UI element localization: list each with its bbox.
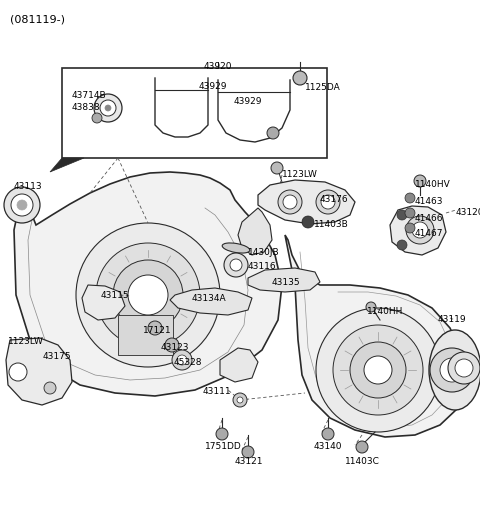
Circle shape [96, 243, 200, 347]
Circle shape [412, 222, 428, 238]
Text: 43929: 43929 [199, 82, 227, 91]
Text: 43115: 43115 [101, 291, 130, 300]
Circle shape [455, 359, 473, 377]
Circle shape [406, 216, 434, 244]
Circle shape [271, 162, 283, 174]
Text: 1140HV: 1140HV [415, 180, 451, 189]
Text: 1140HH: 1140HH [367, 307, 403, 316]
Circle shape [405, 193, 415, 203]
Circle shape [172, 350, 192, 370]
Circle shape [105, 105, 111, 111]
Circle shape [366, 302, 376, 312]
Text: 11403B: 11403B [314, 220, 349, 229]
Text: 11403C: 11403C [345, 457, 380, 466]
Circle shape [237, 397, 243, 403]
Circle shape [242, 446, 254, 458]
Circle shape [92, 113, 102, 123]
Text: 1430JB: 1430JB [248, 248, 280, 257]
Circle shape [148, 321, 162, 335]
Text: 43175: 43175 [43, 352, 72, 361]
Circle shape [9, 363, 27, 381]
Circle shape [350, 342, 406, 398]
Text: 41467: 41467 [415, 229, 444, 238]
Circle shape [364, 356, 392, 384]
Circle shape [100, 100, 116, 116]
Circle shape [17, 200, 27, 210]
Circle shape [128, 275, 168, 315]
Text: 1751DD: 1751DD [205, 442, 242, 451]
Text: 43119: 43119 [438, 315, 467, 324]
Circle shape [397, 240, 407, 250]
Text: (081119-): (081119-) [10, 14, 65, 24]
Circle shape [267, 127, 279, 139]
Circle shape [322, 428, 334, 440]
Circle shape [76, 223, 220, 367]
Circle shape [333, 325, 423, 415]
Text: 1123LW: 1123LW [282, 170, 318, 179]
Text: 43838: 43838 [72, 103, 101, 112]
Polygon shape [258, 180, 355, 224]
Text: 43123: 43123 [161, 343, 190, 352]
Text: 43121: 43121 [235, 457, 264, 466]
Circle shape [233, 393, 247, 407]
Polygon shape [238, 208, 272, 255]
Circle shape [230, 259, 242, 271]
Text: 43929: 43929 [234, 97, 262, 106]
Circle shape [397, 210, 407, 220]
Text: 43714B: 43714B [72, 91, 107, 100]
Circle shape [321, 195, 335, 209]
Text: 43140: 43140 [314, 442, 343, 451]
Circle shape [278, 190, 302, 214]
Circle shape [448, 352, 480, 384]
Bar [118, 315, 173, 355]
Text: 43116: 43116 [248, 262, 276, 271]
Polygon shape [14, 172, 282, 396]
Circle shape [113, 260, 183, 330]
Polygon shape [248, 268, 320, 292]
Circle shape [224, 253, 248, 277]
Circle shape [293, 71, 307, 85]
Polygon shape [285, 235, 465, 437]
Circle shape [302, 216, 314, 228]
Text: 41463: 41463 [415, 197, 444, 206]
Polygon shape [50, 158, 84, 172]
Polygon shape [82, 285, 125, 320]
Circle shape [283, 195, 297, 209]
Circle shape [356, 441, 368, 453]
Circle shape [440, 358, 464, 382]
Text: 45328: 45328 [174, 358, 203, 367]
Circle shape [216, 428, 228, 440]
Bar [62, 68, 327, 158]
Circle shape [405, 208, 415, 218]
Text: 1125DA: 1125DA [305, 83, 341, 92]
Circle shape [414, 175, 426, 187]
Text: 1123LW: 1123LW [8, 337, 44, 346]
Text: 43134A: 43134A [192, 294, 227, 303]
Polygon shape [390, 206, 446, 255]
Text: 41466: 41466 [415, 214, 444, 223]
Text: 17121: 17121 [143, 326, 172, 335]
Circle shape [44, 382, 56, 394]
Text: 43176: 43176 [320, 195, 348, 204]
Ellipse shape [429, 330, 480, 410]
Circle shape [430, 348, 474, 392]
Polygon shape [6, 338, 72, 405]
Text: 43113: 43113 [14, 182, 43, 191]
Circle shape [316, 190, 340, 214]
Circle shape [165, 338, 179, 352]
Text: 43135: 43135 [272, 278, 300, 287]
Circle shape [316, 308, 440, 432]
Text: 43920: 43920 [204, 62, 232, 71]
Circle shape [4, 187, 40, 223]
Circle shape [405, 223, 415, 233]
Polygon shape [170, 288, 252, 315]
Text: 43120: 43120 [456, 208, 480, 217]
Polygon shape [220, 348, 258, 382]
Circle shape [177, 355, 187, 365]
Circle shape [94, 94, 122, 122]
Ellipse shape [222, 243, 250, 253]
Circle shape [11, 194, 33, 216]
Text: 43111: 43111 [203, 387, 232, 396]
